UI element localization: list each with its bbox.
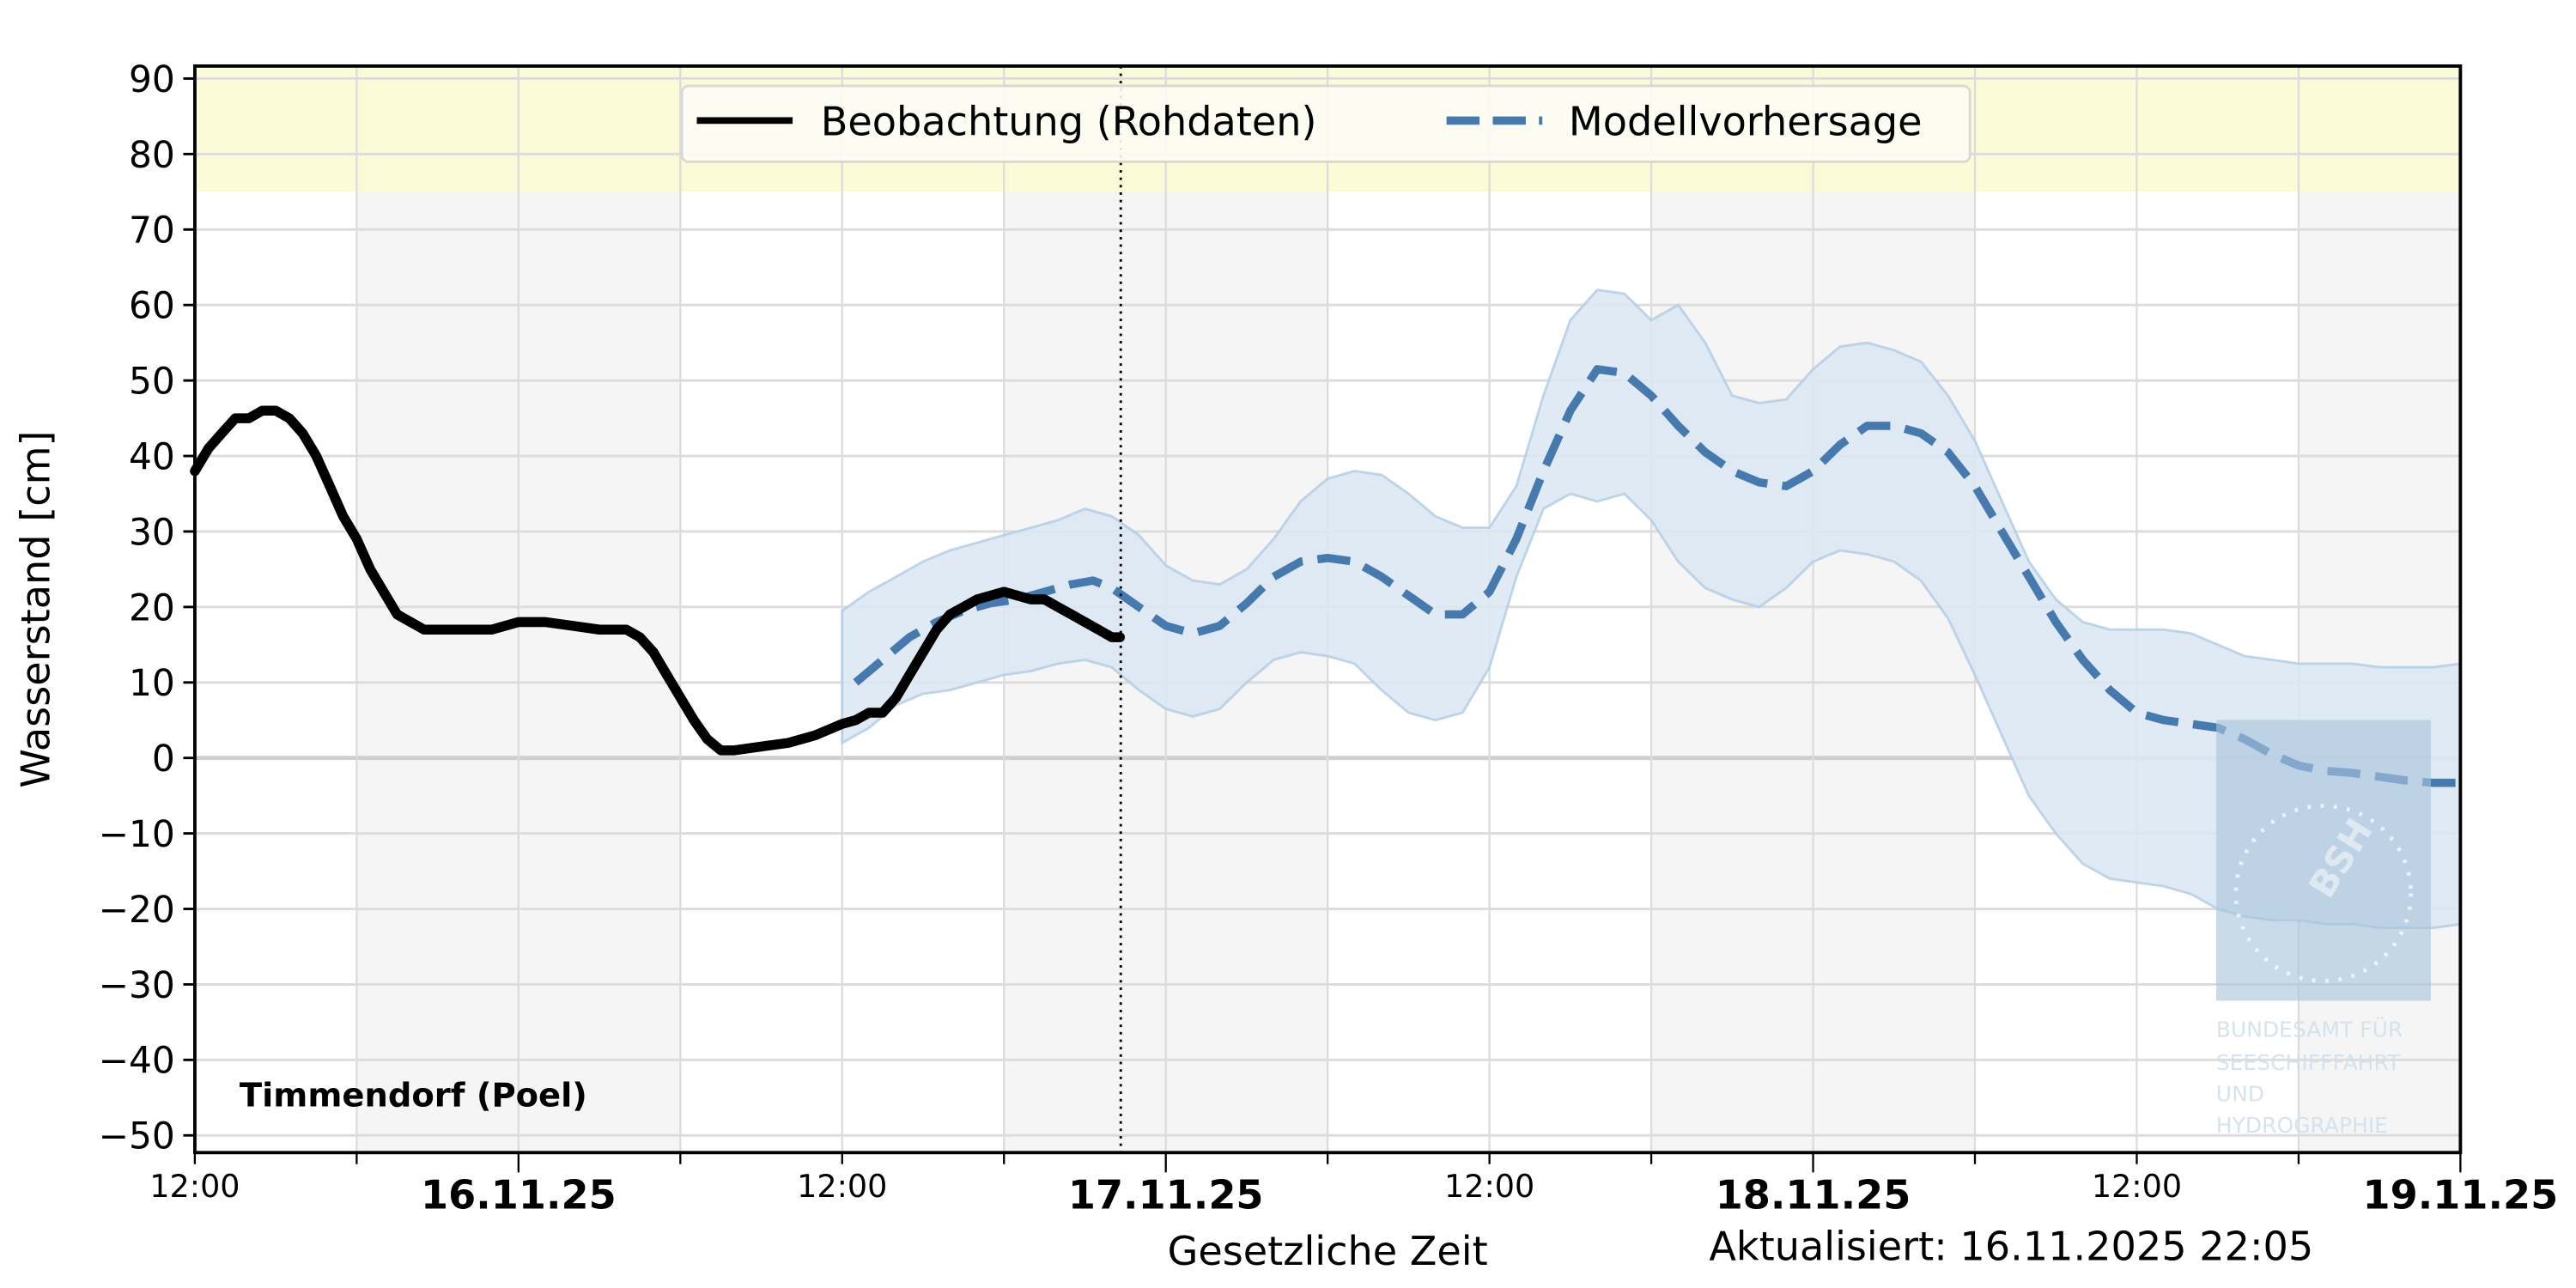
- x-tick-label: 16.11.25: [421, 1172, 617, 1218]
- observation-line: [190, 405, 1125, 756]
- y-tick-label: 0: [152, 738, 175, 780]
- legend-forecast-label: Modellvorhersage: [1569, 99, 1923, 145]
- y-tick-label: 80: [129, 134, 175, 176]
- logo-dotted-circle-icon: [2233, 804, 2414, 983]
- x-tick-label: 19.11.25: [2363, 1172, 2559, 1218]
- x-tick-label: 12:00: [2092, 1168, 2182, 1205]
- x-tick-label: 12:00: [797, 1168, 887, 1205]
- y-axis-label: Wasserstand [cm]: [13, 430, 59, 787]
- logo-line-2: SEESCHIFFFAHRT: [2216, 1050, 2401, 1075]
- x-axis-label: Gesetzliche Zeit: [1168, 1228, 1488, 1274]
- y-axis-ticks: 90 80 70 60 50 40 30 20 10 0 −10 −20 −30 −40 −50: [99, 58, 195, 1157]
- forecast-line: [853, 365, 2461, 787]
- y-tick-label: 90: [129, 58, 175, 100]
- bsh-logo: BSH BUNDESAMT FÜR SEESCHIFFFAHRT UND HYD…: [2215, 720, 2431, 1138]
- y-tick-label: 20: [129, 586, 175, 629]
- legend-observation-label: Beobachtung (Rohdaten): [821, 99, 1317, 145]
- y-tick-label: 70: [129, 210, 175, 252]
- y-tick-label: 50: [129, 361, 175, 403]
- y-tick-label: 40: [129, 435, 175, 477]
- logo-line-4: HYDROGRAPHIE: [2216, 1113, 2388, 1138]
- x-tick-label: 12:00: [1444, 1168, 1534, 1205]
- updated-timestamp: Aktualisiert: 16.11.2025 22:05: [1709, 1223, 2313, 1269]
- x-tick-label: 12:00: [149, 1168, 240, 1205]
- y-tick-label: −40: [99, 1040, 175, 1082]
- y-tick-label: −30: [99, 964, 175, 1006]
- x-axis-ticks: 12:00 16.11.25 12:00 17.11.25 12:00 18.11.25 1…: [149, 1152, 2558, 1218]
- y-tick-label: −20: [99, 889, 175, 931]
- y-tick-label: 10: [129, 662, 175, 704]
- x-tick-label: 18.11.25: [1716, 1172, 1911, 1218]
- logo-line-1: BUNDESAMT FÜR: [2216, 1018, 2403, 1042]
- y-tick-label: 30: [129, 511, 175, 553]
- legend: Beobachtung (Rohdaten) Modellvorhersage: [680, 84, 1971, 163]
- x-tick-label: 17.11.25: [1068, 1172, 1264, 1218]
- y-tick-label: 60: [129, 285, 175, 327]
- logo-line-3: UND: [2216, 1082, 2264, 1107]
- y-tick-label: −10: [99, 813, 175, 855]
- y-tick-label: −50: [99, 1115, 175, 1157]
- station-label: Timmendorf (Poel): [240, 1076, 587, 1115]
